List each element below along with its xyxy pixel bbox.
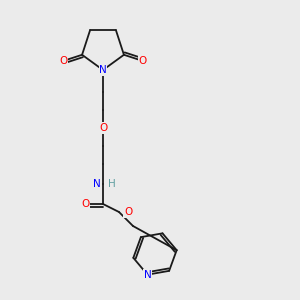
Text: O: O [81,199,89,209]
Text: O: O [139,56,147,66]
Text: H: H [108,179,116,189]
Text: N: N [93,179,101,189]
Text: N: N [144,270,152,280]
Text: O: O [99,123,107,133]
Text: O: O [124,207,132,217]
Text: O: O [59,56,67,66]
Text: N: N [99,65,107,75]
